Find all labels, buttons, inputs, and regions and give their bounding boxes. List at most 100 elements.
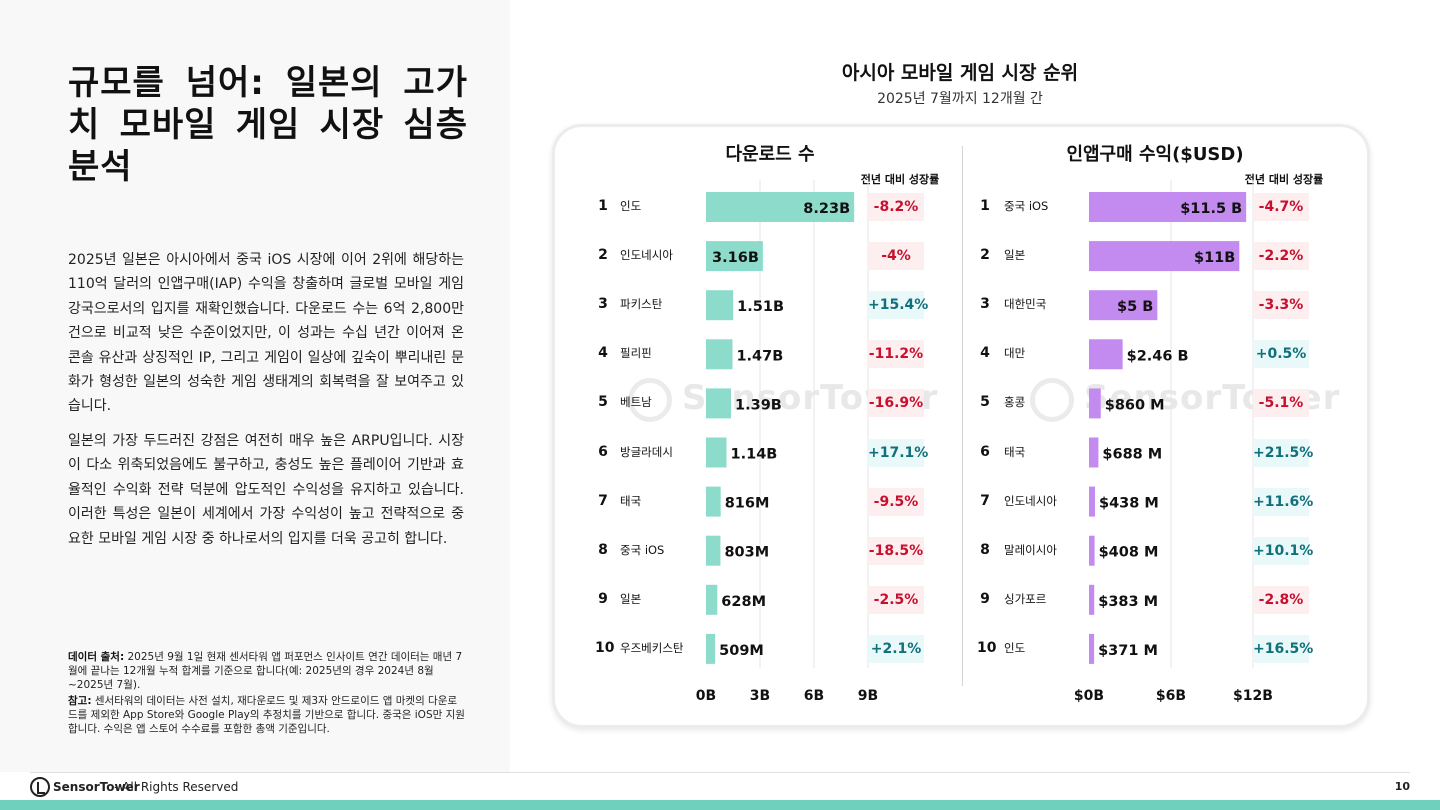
downloads-yoy-badge: +15.4% xyxy=(868,291,928,320)
chart-title: 아시아 모바일 게임 시장 순위 xyxy=(841,62,1079,84)
revenue-category-label: 일본 xyxy=(1004,248,1026,263)
revenue-value-label: $5 B xyxy=(1117,299,1153,315)
revenue-rank: 3 xyxy=(980,296,990,313)
revenue-yoy-badge: +21.5% xyxy=(1253,438,1313,467)
downloads-rank: 1 xyxy=(598,198,608,214)
downloads-x-tick-label: 0B xyxy=(695,688,717,704)
revenue-yoy-badge: -5.1% xyxy=(1253,389,1309,418)
revenue-rank: 2 xyxy=(980,247,990,264)
downloads-bar xyxy=(706,584,718,615)
reference-note: 참고: 센서타워의 데이터는 사전 설치, 재다운로드 및 제3자 안드로이드 … xyxy=(68,694,466,737)
downloads-value-label: 1.39B xyxy=(735,397,782,413)
revenue-value-label: $11.5 B xyxy=(1180,201,1242,217)
panel-divider xyxy=(962,146,963,686)
revenue-bar xyxy=(1089,290,1158,321)
revenue-category-label: 태국 xyxy=(1004,444,1026,459)
downloads-value-label: 509M xyxy=(719,643,764,659)
downloads-rank: 8 xyxy=(598,541,608,558)
downloads-bar xyxy=(706,388,732,419)
revenue-bar xyxy=(1089,584,1095,615)
revenue-category-label: 말레이시아 xyxy=(1004,542,1057,557)
revenue-rank: 9 xyxy=(980,590,990,607)
revenue-rank: 6 xyxy=(980,443,990,460)
downloads-yoy-badge: -11.2% xyxy=(868,340,924,369)
downloads-value-label: 8.23B xyxy=(803,201,850,217)
downloads-bar xyxy=(706,192,855,222)
revenue-category-label: 대한민국 xyxy=(1004,297,1047,312)
downloads-rank: 4 xyxy=(598,345,608,362)
revenue-panel-title: 인앱구매 수익($USD) xyxy=(1066,144,1244,165)
downloads-bar xyxy=(706,535,721,566)
body-paragraph-2: 일본의 가장 두드러진 강점은 여전히 매우 높은 ARPU입니다. 시장이 다… xyxy=(68,433,464,547)
downloads-value-label: 628M xyxy=(721,594,766,610)
watermark-logo-icon xyxy=(628,378,672,422)
page-number: 10 xyxy=(1394,780,1410,793)
revenue-rank: 5 xyxy=(980,394,990,411)
revenue-x-tick-label: $0B xyxy=(1073,688,1105,704)
downloads-category-label: 방글라데시 xyxy=(620,444,673,459)
revenue-yoy-badge: +11.6% xyxy=(1253,487,1313,516)
revenue-value-label: $408 M xyxy=(1099,545,1159,561)
revenue-bar xyxy=(1089,388,1101,419)
watermark-logo-icon xyxy=(1030,378,1074,422)
downloads-yoy-badge: -16.9% xyxy=(868,389,924,418)
revenue-bar xyxy=(1089,633,1095,664)
revenue-value-label: $860 M xyxy=(1105,397,1165,413)
downloads-category-label: 인도네시아 xyxy=(620,248,673,263)
bottom-accent-bar xyxy=(0,800,1440,810)
revenue-yoy-badge: +0.5% xyxy=(1253,340,1309,369)
downloads-yoy-badge: +2.1% xyxy=(868,634,924,663)
chart-card xyxy=(552,124,1370,728)
revenue-rank: 1 xyxy=(980,198,990,214)
revenue-bar xyxy=(1089,535,1095,566)
revenue-bar xyxy=(1089,486,1095,517)
downloads-rank: 10 xyxy=(595,639,615,656)
revenue-yoy-header: 전년 대비 성장률 xyxy=(1244,173,1324,186)
revenue-yoy-badge: -3.3% xyxy=(1253,291,1309,320)
revenue-category-label: 싱가포르 xyxy=(1004,591,1047,606)
revenue-category-label: 중국 iOS xyxy=(1004,199,1049,213)
body-paragraph-1: 2025년 일본은 아시아에서 중국 iOS 시장에 이어 2위에 해당하는 1… xyxy=(68,252,464,415)
downloads-category-label: 인도 xyxy=(620,199,642,213)
downloads-bar xyxy=(706,339,733,370)
revenue-bar xyxy=(1089,241,1240,272)
revenue-category-label: 홍콩 xyxy=(1004,395,1026,410)
downloads-panel-title: 다운로드 수 xyxy=(725,144,815,165)
data-source-label: 데이터 출처: xyxy=(68,651,125,663)
downloads-rank: 2 xyxy=(598,247,608,264)
downloads-bar xyxy=(706,290,734,321)
revenue-value-label: $11B xyxy=(1194,250,1235,266)
revenue-rank: 10 xyxy=(977,639,997,656)
downloads-rank: 6 xyxy=(598,443,608,460)
downloads-value-label: 803M xyxy=(724,545,769,561)
downloads-x-tick-label: 9B xyxy=(857,688,879,704)
downloads-value-label: 3.16B xyxy=(712,250,759,266)
revenue-yoy-badge: +16.5% xyxy=(1253,634,1313,663)
left-panel xyxy=(0,0,510,772)
downloads-bar xyxy=(706,437,727,468)
revenue-yoy-badge: -2.8% xyxy=(1253,585,1309,614)
downloads-rank: 7 xyxy=(598,492,608,509)
downloads-bar xyxy=(706,633,716,664)
data-source-text: 2025년 9월 1일 현재 센서타워 앱 퍼포먼스 인사이트 연간 데이터는 … xyxy=(68,651,463,692)
downloads-rank: 3 xyxy=(598,296,608,313)
sensortower-logo-icon xyxy=(30,777,50,797)
revenue-x-tick-label: $6B xyxy=(1155,688,1187,704)
revenue-rank: 7 xyxy=(980,492,990,509)
downloads-yoy-badge: -9.5% xyxy=(868,487,924,516)
revenue-category-label: 인도 xyxy=(1004,640,1026,655)
downloads-category-label: 태국 xyxy=(620,493,642,508)
downloads-yoy-badge: -18.5% xyxy=(868,536,924,565)
revenue-category-label: 대만 xyxy=(1004,346,1026,361)
footer-divider xyxy=(30,772,1410,773)
revenue-x-tick-label: $12B xyxy=(1233,688,1273,704)
revenue-yoy-badge: +10.1% xyxy=(1253,536,1313,565)
revenue-yoy-badge: -4.7% xyxy=(1253,193,1309,221)
downloads-category-label: 베트남 xyxy=(620,395,652,410)
downloads-category-label: 파키스탄 xyxy=(620,297,663,312)
downloads-rank: 9 xyxy=(598,590,608,607)
revenue-yoy-badge: -2.2% xyxy=(1253,242,1309,271)
footer-rights: - All Rights Reserved xyxy=(114,780,239,794)
chart-subtitle: 2025년 7월까지 12개월 간 xyxy=(877,91,1043,107)
